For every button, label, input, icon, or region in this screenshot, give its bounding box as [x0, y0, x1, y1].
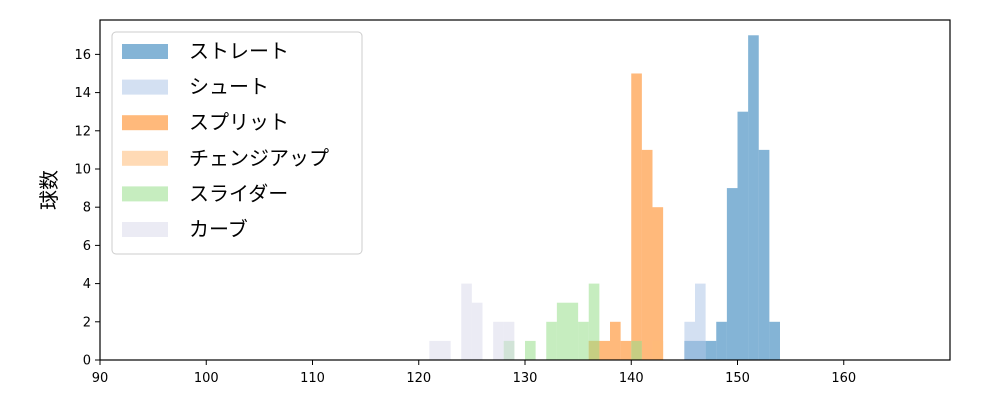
- legend-label-5: カーブ: [189, 217, 248, 241]
- bar-series-4-bin-2: [546, 321, 557, 360]
- x-tick-label-2: 110: [300, 371, 325, 386]
- x-axis: 90 100 110 120 130 140 150 160: [92, 360, 856, 386]
- legend-label-3: チェンジアップ: [189, 146, 329, 170]
- bar-series-4-bin-6: [588, 283, 600, 360]
- bar-series-1-bin-1: [695, 283, 706, 360]
- y-tick-label-3: 6: [83, 239, 91, 254]
- bar-series-4-bin-4: [567, 302, 579, 360]
- x-tick-label-1: 100: [194, 371, 219, 386]
- x-tick-label-4: 130: [513, 371, 538, 386]
- bar-series-5-bin-0: [429, 340, 440, 360]
- legend-swatch-4: [122, 186, 168, 202]
- bars-layer: [429, 35, 780, 361]
- bar-series-1-bin-0: [684, 321, 695, 360]
- legend-label-2: スプリット: [189, 110, 289, 134]
- bar-series-0-bin-6: [748, 35, 759, 361]
- legend-swatch-3: [122, 150, 168, 166]
- y-tick-label-8: 16: [74, 48, 91, 63]
- bar-series-0-bin-3: [716, 321, 727, 360]
- legend-label-4: スライダー: [189, 181, 288, 205]
- bar-series-2-bin-4: [631, 73, 642, 360]
- bar-series-4-bin-5: [578, 321, 589, 360]
- x-tick-label-6: 150: [725, 371, 750, 386]
- y-tick-label-5: 10: [74, 162, 91, 177]
- bar-series-0-bin-2: [705, 340, 717, 360]
- y-axis: 0 2 4 6 8 10 12 14 16: [74, 48, 100, 369]
- bar-series-2-bin-1: [599, 340, 610, 360]
- y-tick-label-6: 12: [74, 124, 91, 139]
- legend-label-1: シュート: [189, 75, 269, 99]
- x-tick-label-3: 120: [406, 371, 431, 386]
- bar-series-5-bin-5: [503, 321, 515, 360]
- bar-series-2-bin-5: [641, 149, 653, 360]
- bar-series-0-bin-8: [769, 321, 780, 360]
- bar-series-2-bin-2: [610, 321, 621, 360]
- bar-series-3-bin-1: [652, 340, 664, 360]
- bar-series-2-bin-3: [620, 340, 632, 360]
- legend-swatch-2: [122, 115, 168, 131]
- y-tick-label-7: 14: [74, 86, 91, 101]
- legend-box: [111, 31, 363, 255]
- bar-series-5-bin-4: [493, 321, 504, 360]
- bar-series-4-bin-1: [525, 340, 536, 360]
- y-tick-label-2: 4: [83, 277, 91, 292]
- bar-series-5-bin-1: [440, 340, 451, 360]
- bar-series-0-bin-4: [726, 188, 738, 360]
- bar-series-5-bin-3: [471, 302, 483, 360]
- legend-swatch-0: [122, 44, 168, 59]
- bar-series-0-bin-5: [737, 111, 749, 360]
- bar-series-4-bin-3: [556, 302, 568, 360]
- x-tick-label-5: 140: [619, 371, 644, 386]
- x-tick-label-7: 160: [831, 371, 856, 386]
- x-tick-label-0: 90: [92, 371, 109, 386]
- y-tick-label-1: 2: [83, 315, 91, 330]
- bar-series-4-bin-7: [631, 340, 642, 360]
- bar-series-2-bin-6: [652, 207, 664, 360]
- bar-series-5-bin-2: [461, 283, 472, 360]
- y-tick-label-0: 0: [83, 354, 91, 369]
- legend-label-0: ストレート: [189, 39, 289, 63]
- y-axis-label: 球数: [37, 170, 61, 210]
- legend-swatch-5: [122, 222, 168, 237]
- y-tick-label-4: 8: [83, 201, 91, 216]
- bar-series-0-bin-7: [758, 149, 770, 360]
- legend-swatch-1: [122, 79, 168, 95]
